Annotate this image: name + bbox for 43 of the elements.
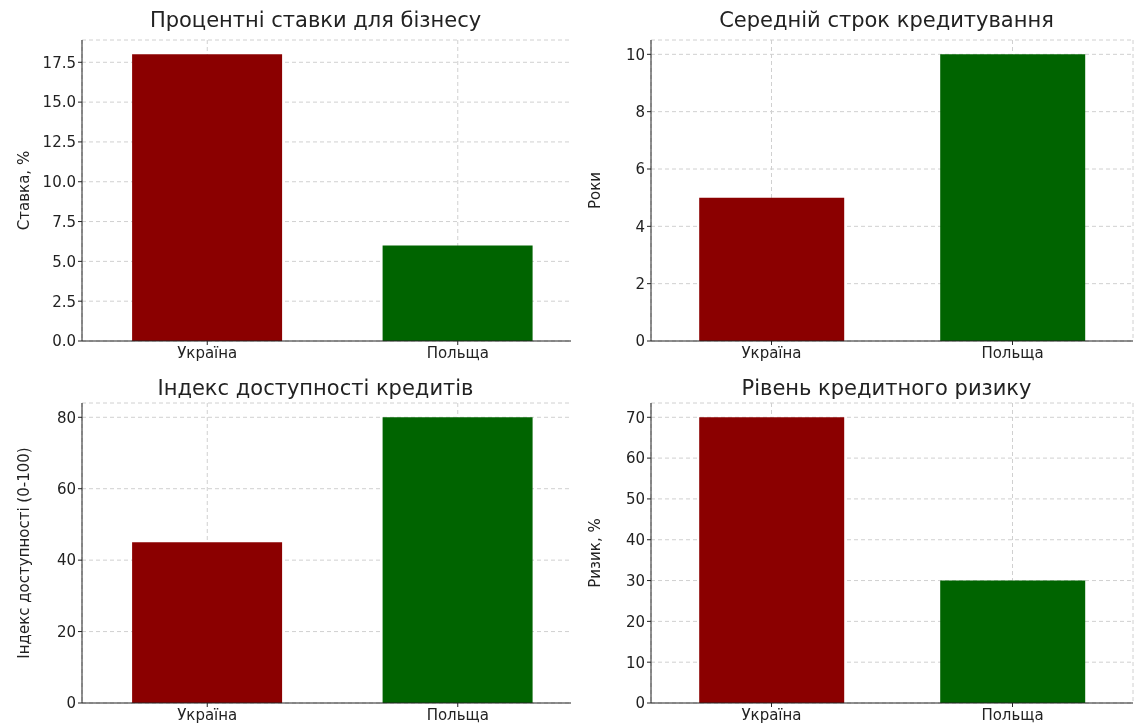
y-tick-label: 0 (635, 694, 645, 713)
y-tick-label: 5.0 (52, 252, 76, 271)
y-tick-label: 20 (56, 622, 76, 641)
y-tick-label: 20 (625, 612, 645, 631)
y-tick-label: 15.0 (42, 93, 76, 112)
x-tick-label: Польща (981, 705, 1044, 724)
y-tick-label: 0 (66, 694, 76, 713)
x-tick-label: Польща (426, 705, 489, 724)
y-tick-label: 60 (56, 480, 76, 499)
x-tick-label: Україна (177, 343, 238, 362)
y-tick-label: 40 (56, 551, 76, 570)
y-tick-label: 12.5 (42, 133, 76, 152)
x-tick-label: Україна (177, 705, 238, 724)
y-tick-label: 8 (635, 102, 645, 121)
y-tick-label: 7.5 (52, 212, 76, 231)
y-axis-title: Ризик, % (586, 518, 605, 588)
x-tick-label: Україна (741, 343, 802, 362)
y-tick-label: 10 (625, 45, 645, 64)
y-tick-label: 2.5 (52, 292, 76, 311)
y-axis-title: Роки (586, 171, 605, 210)
y-tick-label: 0.0 (52, 332, 76, 351)
y-tick-label: 17.5 (42, 53, 76, 72)
y-tick-label: 0 (635, 332, 645, 351)
chart-title: Процентні ставки для бізнесу (148, 8, 483, 32)
y-tick-label: 10.0 (42, 173, 76, 192)
y-tick-label: 2 (635, 274, 645, 293)
y-tick-label: 40 (625, 531, 645, 550)
y-axis-title: Індекс доступності (0-100) (15, 447, 34, 659)
x-tick-label: Україна (741, 705, 802, 724)
y-tick-label: 60 (625, 449, 645, 468)
chart-title: Індекс доступності кредитів (156, 376, 475, 400)
chart-title: Рівень кредитного ризику (740, 376, 1033, 400)
x-tick-label: Польща (981, 343, 1044, 362)
x-tick-label: Польща (426, 343, 489, 362)
y-tick-label: 4 (635, 217, 645, 236)
chart-title: Середній строк кредитування (718, 8, 1055, 32)
y-axis-title: Ставка, % (15, 150, 34, 231)
y-tick-label: 30 (625, 571, 645, 590)
y-tick-label: 70 (625, 408, 645, 427)
y-tick-label: 50 (625, 490, 645, 509)
y-tick-label: 80 (56, 408, 76, 427)
y-tick-label: 10 (625, 653, 645, 672)
y-tick-label: 6 (635, 160, 645, 179)
